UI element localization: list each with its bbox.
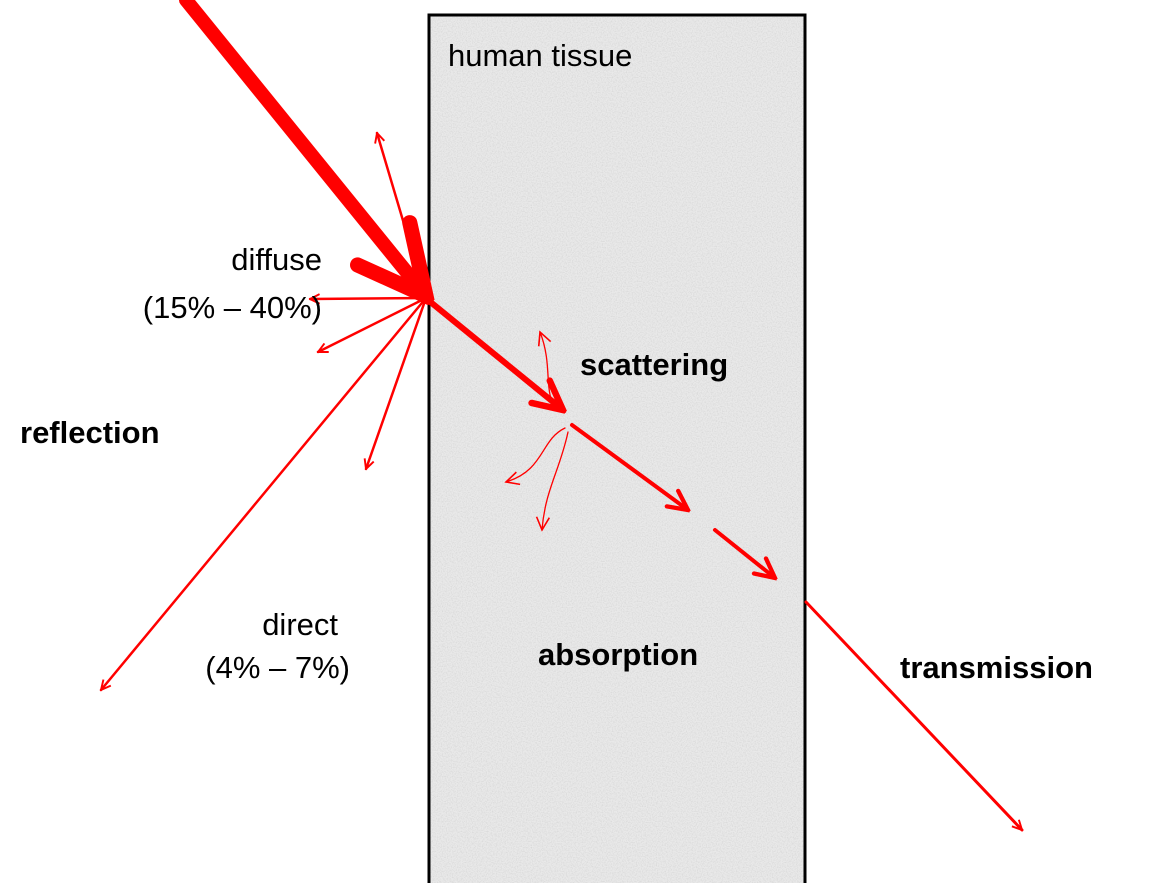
- direct-range: (4% – 7%): [205, 650, 350, 685]
- diffuse-arrow: [318, 296, 428, 354]
- internal-beam: [425, 297, 563, 410]
- transmission-label: transmission: [900, 650, 1093, 685]
- transmission-arrow: [804, 600, 1024, 830]
- internal-beam: [570, 423, 688, 510]
- diffuse-label: diffuse: [231, 242, 322, 277]
- scattering-label: scattering: [580, 347, 728, 382]
- diffuse-arrow: [310, 298, 428, 299]
- scatter-arrow: [506, 427, 566, 482]
- reflection-label: reflection: [20, 415, 160, 450]
- diffuse-range: (15% – 40%): [143, 290, 322, 325]
- absorption-label: absorption: [538, 637, 698, 672]
- tissue-block: [427, 13, 807, 883]
- incident-beam: [179, 0, 426, 296]
- direct-label: direct: [262, 607, 338, 642]
- tissue-label: human tissue: [448, 38, 632, 73]
- direct-arrow: [101, 296, 428, 690]
- tissue-border: [427, 13, 807, 883]
- diffuse-arrow: [366, 296, 428, 469]
- diffuse-arrow: [377, 133, 428, 300]
- internal-beam: [713, 528, 775, 578]
- scatter-arrow: [542, 431, 569, 530]
- scatter-arrow: [540, 332, 563, 413]
